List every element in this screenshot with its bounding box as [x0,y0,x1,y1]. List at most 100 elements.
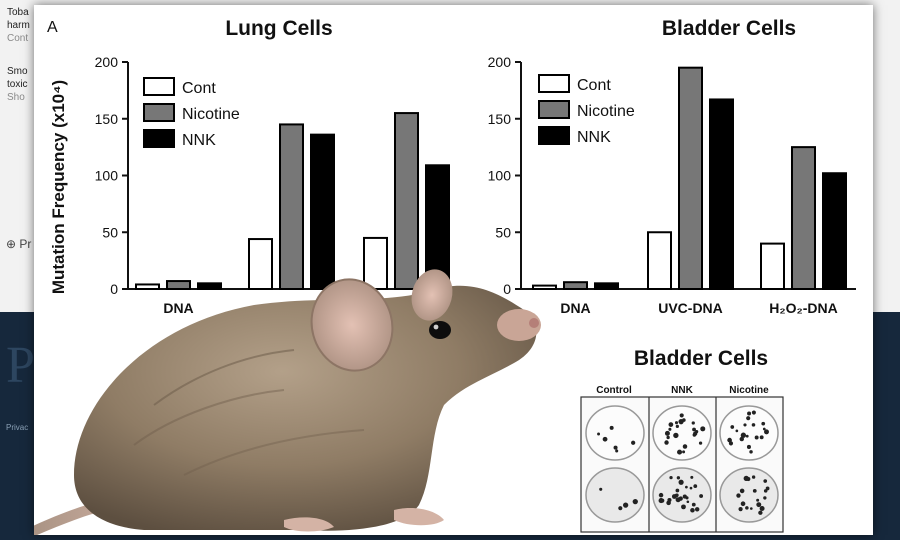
y-tick-label: 0 [110,281,118,297]
y-tick-label: 0 [503,281,511,297]
colony-dot [749,450,753,454]
colony-dot [739,436,744,442]
colony-dot [691,421,695,425]
colony-dot [691,502,696,507]
colony-dot [754,435,759,440]
colony-dot [674,421,679,425]
x-category-label: H₂O₂-DNA [769,300,837,316]
legend-swatch-nnk [538,126,570,145]
colony-dot [666,500,671,506]
bar-nicotine-0 [563,281,588,291]
petri-dish [719,405,779,461]
petri-dish [719,467,779,523]
colony-dot [675,488,680,493]
colony-dot [698,441,703,445]
bar-nicotine-1 [678,66,703,290]
y-tick-label: 100 [488,168,512,184]
colony-dot [668,422,674,427]
legend-label-nicotine: Nicotine [182,106,240,123]
bar-nnk-2 [822,172,847,290]
colony-dot [678,496,683,501]
y-tick-label: 200 [95,54,119,70]
colony-dot [693,484,698,488]
background-link[interactable]: Sho [7,92,25,103]
legend-label-cont: Cont [577,77,611,94]
colony-dot [666,435,670,440]
background-heading: P [6,337,35,394]
colony-dot [669,476,673,480]
colony-dot [752,488,757,493]
bar-cont-0 [532,284,557,291]
bar-cont-1 [647,231,672,290]
y-tick-label: 150 [488,111,512,127]
colony-dot [658,498,664,504]
bar-cont-0 [135,283,160,290]
colony-dot [613,445,618,450]
colony-dot [668,427,672,431]
colony-dot [675,424,679,428]
colony-dot [689,486,693,490]
colony-dot [749,507,753,510]
colony-dot [738,507,743,512]
colony-dot [746,477,751,482]
colony-dot [674,493,679,498]
colony-dot [692,427,696,432]
colony-dot [597,432,601,436]
plate-column-control: Control [596,385,632,396]
y-axis-label: Mutation Frequency (x10⁴) [49,80,68,294]
background-link[interactable]: Cont [7,33,29,44]
colony-dot [678,479,684,485]
colony-dot [751,475,756,479]
plus-circle-icon: ⊕ [6,237,17,251]
chart-lung-cells: Lung Cells050100150200DNAO₂-DContNicotin… [95,17,459,316]
colony-dot [618,506,623,511]
x-category-label: DNA [163,300,193,316]
colony-dot [685,496,689,500]
background-plus-link[interactable]: ⊕ Pr [6,237,32,251]
chart-title: Lung Cells [225,17,332,40]
colony-dot [746,444,751,449]
colony-dot [761,421,766,426]
background-text: Toba [7,7,29,18]
legend-swatch-cont [143,77,175,96]
colony-dot [756,502,762,508]
y-tick-label: 100 [95,168,119,184]
colony-dot [602,436,608,442]
colony-dot [632,498,638,505]
bar-cont-2 [363,236,388,291]
colony-dot [658,492,664,498]
legend-swatch-nnk [143,129,175,148]
colony-dot [765,486,770,491]
bar-nnk-1 [310,133,335,290]
colony-dot [759,435,764,440]
colony-dot [740,432,747,438]
colony-dot [676,476,681,480]
colony-dot [745,506,749,510]
background-text: harm [7,20,30,31]
colony-dot [751,423,756,427]
colony-dot [763,479,768,483]
colony-dot [740,501,746,507]
colony-dot [609,425,614,430]
colony-dot [631,440,636,445]
bar-cont-1 [248,238,273,290]
colony-dot [728,441,734,446]
colony-dot [690,475,694,479]
legend-label-nnk: NNK [182,132,216,149]
colony-dot [664,430,670,436]
legend-swatch-nicotine [143,103,175,122]
colony-dot [746,416,751,421]
mouse-photo [34,269,541,535]
y-tick-label: 150 [95,111,119,127]
legend-label-nnk: NNK [577,129,611,146]
colony-dot [673,432,679,439]
colony-dot [736,493,741,498]
colony-dot [677,449,683,455]
colony-dot [730,425,735,429]
figure-canvas: A Mutation Frequency (x10⁴) Lung Cells 0 5… [34,17,856,535]
y-tick-label: 50 [102,224,118,240]
colony-dot [694,507,700,512]
colony-dot [682,444,688,449]
colony-dot [690,507,695,513]
petri-dish [585,467,645,523]
